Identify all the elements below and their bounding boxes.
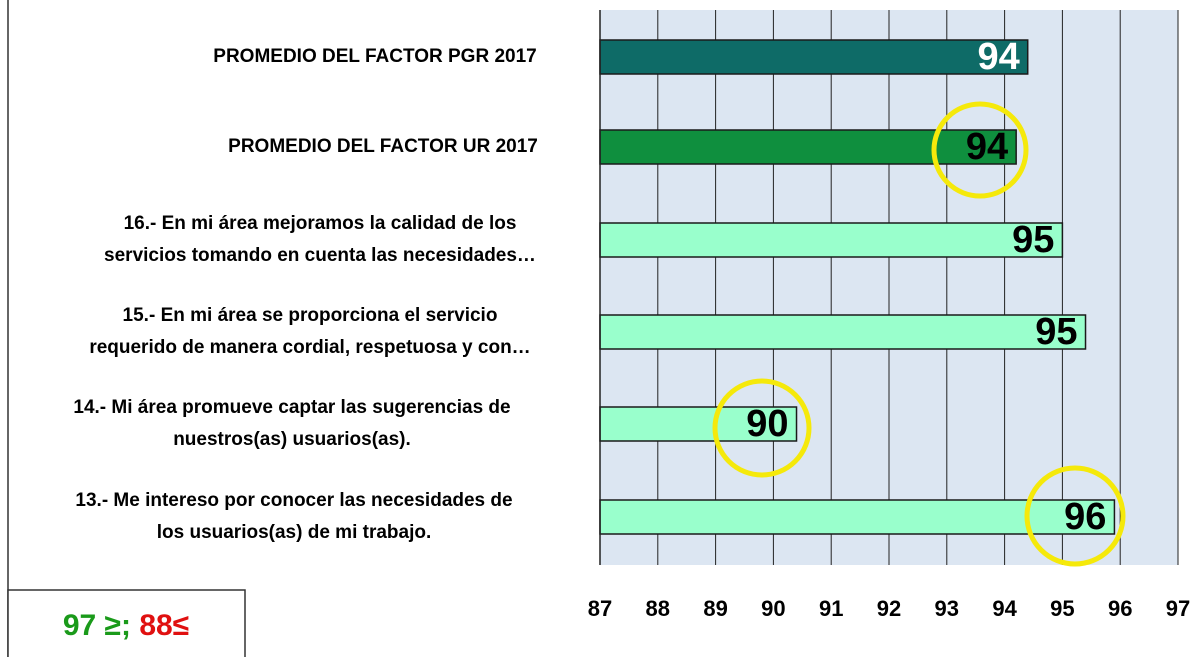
value-label: 96 <box>1064 496 1106 538</box>
category-label: 15.- En mi área se proporciona el servic… <box>123 305 498 326</box>
x-tick-label: 97 <box>1166 596 1190 621</box>
category-label: PROMEDIO DEL FACTOR UR 2017 <box>228 136 538 157</box>
bar <box>599 39 1029 75</box>
note: 97 ≥; 88≤ <box>63 609 189 642</box>
x-tick-label: 94 <box>992 596 1017 621</box>
bar <box>599 222 1064 258</box>
category-label: PROMEDIO DEL FACTOR PGR 2017 <box>213 46 536 67</box>
x-tick-label: 96 <box>1108 596 1132 621</box>
bar <box>599 314 1087 350</box>
x-tick-label: 92 <box>877 596 901 621</box>
note-part: 88≤ <box>139 609 189 642</box>
value-label: 94 <box>966 126 1008 168</box>
bar <box>599 499 1116 535</box>
value-label: 94 <box>977 36 1019 78</box>
x-tick-label: 90 <box>761 596 785 621</box>
value-label: 95 <box>1035 311 1077 353</box>
highlight-circle <box>712 378 812 478</box>
highlight-circle <box>931 101 1029 199</box>
x-tick-label: 88 <box>646 596 670 621</box>
value-label: 95 <box>1012 219 1054 261</box>
x-tick-label: 89 <box>703 596 727 621</box>
highlight-circle <box>1024 465 1126 567</box>
note-box <box>7 589 246 657</box>
bar <box>599 406 798 442</box>
note-part: 97 ≥; <box>63 609 131 642</box>
category-label: 13.- Me intereso por conocer las necesid… <box>75 490 512 511</box>
x-tick-label: 87 <box>588 596 612 621</box>
category-label: los usuarios(as) de mi trabajo. <box>157 522 432 543</box>
category-label: requerido de manera cordial, respetuosa … <box>89 337 530 358</box>
x-tick-label: 93 <box>935 596 959 621</box>
bar <box>599 129 1017 165</box>
category-label: 14.- Mi área promueve captar las sugeren… <box>73 397 510 418</box>
category-label: servicios tomando en cuenta las necesida… <box>104 245 536 266</box>
category-label: nuestros(as) usuarios(as). <box>173 429 411 450</box>
value-label: 90 <box>746 403 788 445</box>
x-tick-label: 91 <box>819 596 843 621</box>
category-label: 16.- En mi área mejoramos la calidad de … <box>124 213 517 234</box>
x-tick-label: 95 <box>1050 596 1074 621</box>
